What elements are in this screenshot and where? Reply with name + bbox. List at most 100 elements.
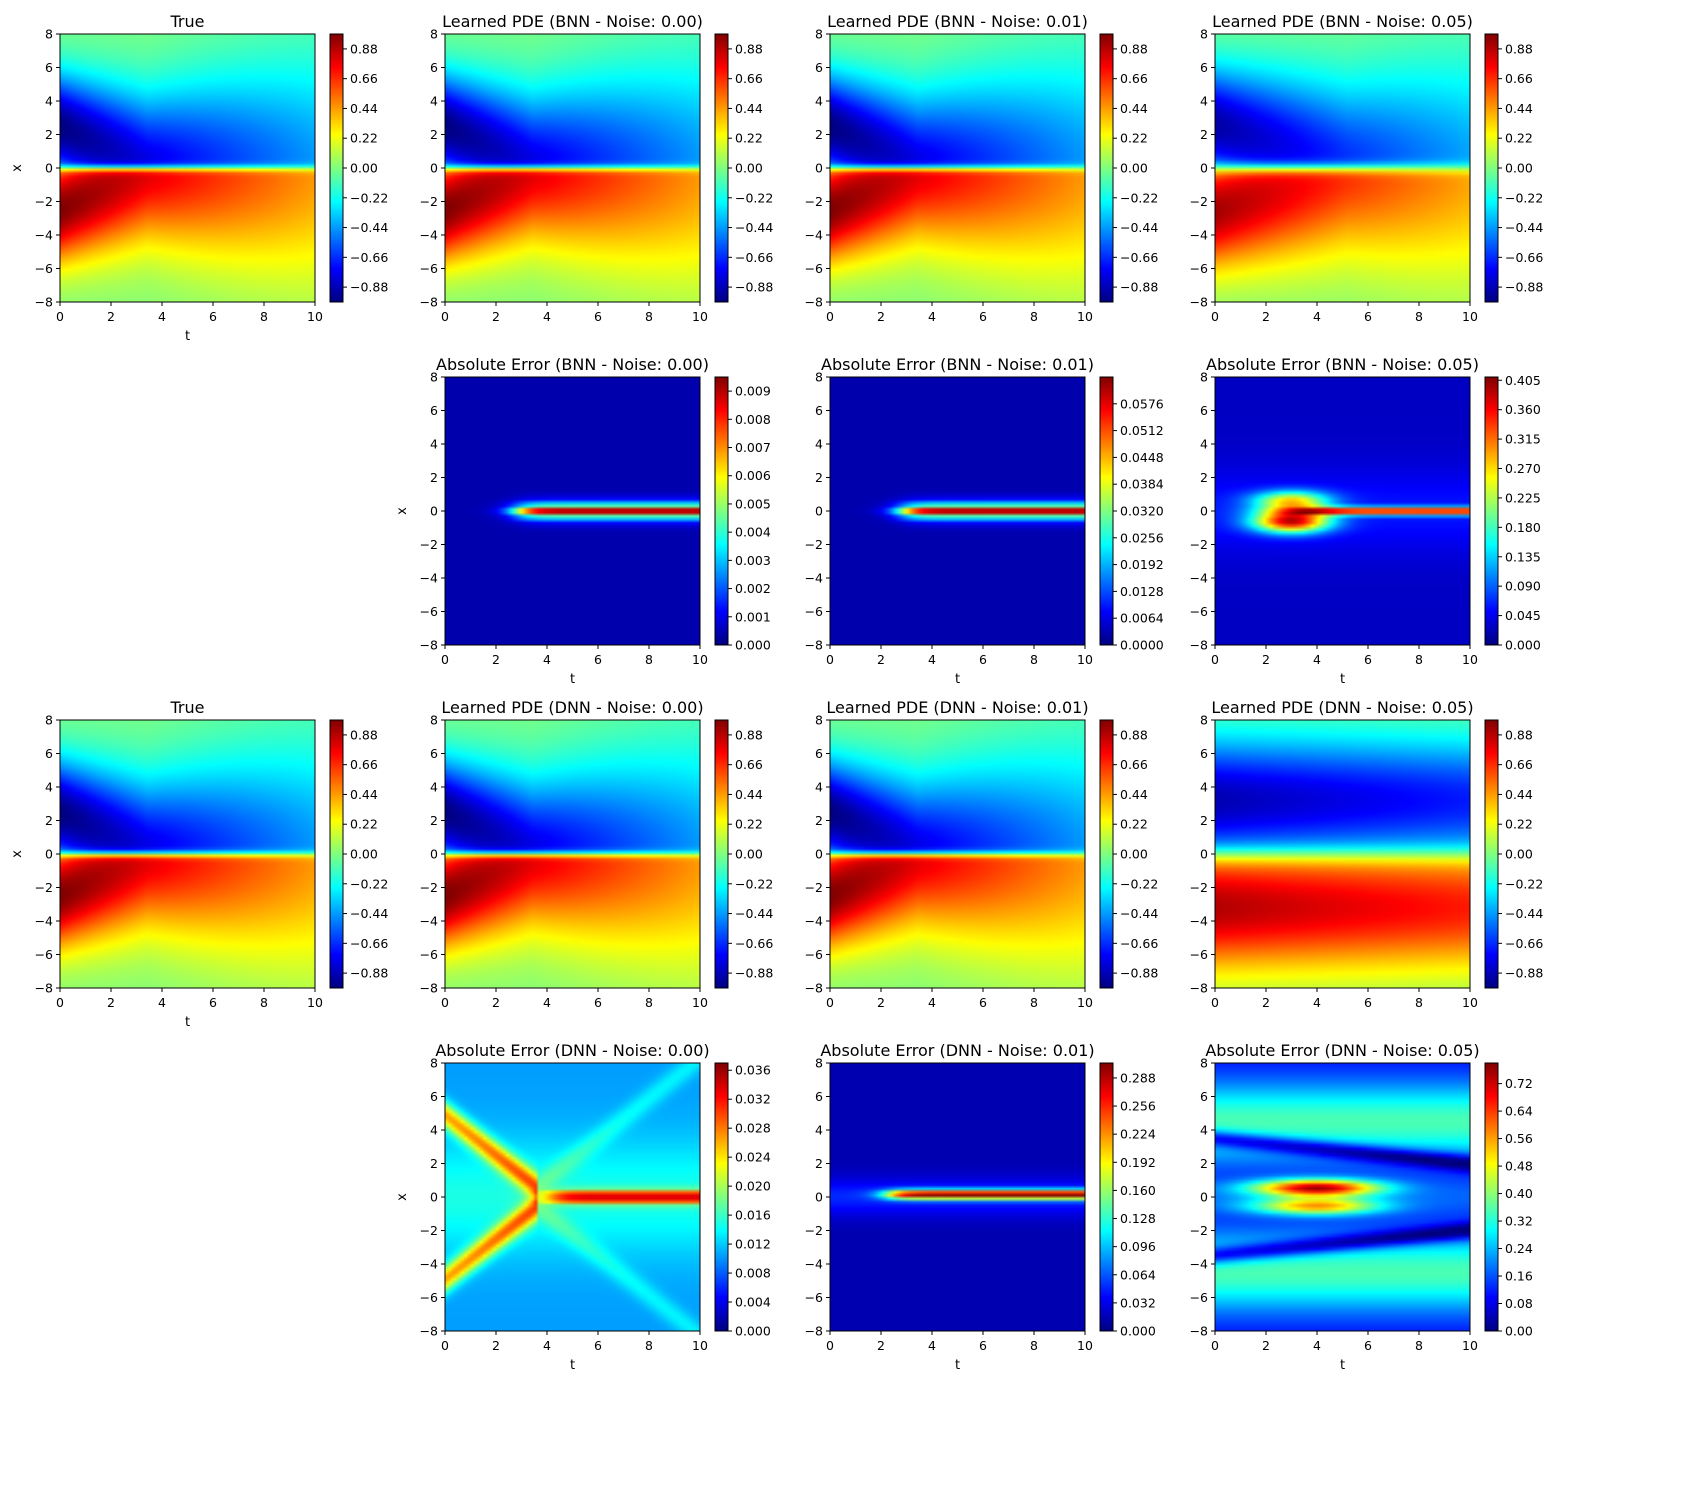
panel-title: Absolute Error (DNN - Noise: 0.01) [820,1041,1094,1060]
y-tick-label: −6 [1190,1290,1208,1305]
y-tick-label: 4 [430,780,438,795]
x-tick-label: 0 [826,1338,834,1353]
y-tick-label: 6 [430,60,438,75]
y-tick-label: 8 [45,713,53,728]
colorbar-tick-label: 0.192 [1120,1155,1156,1170]
y-tick-label: −6 [805,1290,823,1305]
y-tick-label: −2 [805,880,823,895]
x-tick-label: 8 [1415,995,1423,1010]
x-tick-label: 0 [56,995,64,1010]
y-tick-label: 2 [45,813,53,828]
y-tick-label: 0 [815,1190,823,1205]
colorbar-tick-label: 0.00 [735,161,763,176]
y-tick-label: 0 [815,161,823,176]
x-tick-label: 0 [1211,1338,1219,1353]
x-tick-label: 8 [1415,1338,1423,1353]
y-tick-label: 4 [815,780,823,795]
x-tick-label: 10 [692,995,708,1010]
x-tick-label: 4 [543,309,551,324]
colorbar-tick-label: 0.22 [735,817,763,832]
colorbar-tick-label: 0.0064 [1120,611,1164,626]
colorbar-tick-label: −0.22 [1120,876,1158,891]
x-tick-label: 0 [441,995,449,1010]
x-tick-label: 10 [1462,995,1478,1010]
colorbar-tick-label: 0.135 [1505,549,1541,564]
colorbar-tick-label: −0.22 [1505,190,1543,205]
y-tick-label: 6 [815,403,823,418]
y-tick-label: −4 [420,914,438,929]
y-tick-label: 4 [430,1123,438,1138]
x-tick-label: 4 [543,652,551,667]
colorbar-tick-label: 0.016 [735,1208,771,1223]
colorbar-tick-label: 0.225 [1505,490,1541,505]
heatmap-image [445,720,700,988]
x-tick-label: 4 [1313,995,1321,1010]
colorbar-tick-label: 0.288 [1120,1070,1156,1085]
y-tick-label: −4 [805,228,823,243]
x-tick-label: 10 [307,995,323,1010]
colorbar-tick-label: 0.66 [1120,71,1148,86]
colorbar-tick-label: 0.000 [1505,638,1541,653]
x-tick-label: 4 [1313,309,1321,324]
colorbar-tick-label: −0.66 [1120,936,1158,951]
colorbar-tick-label: 0.0000 [1120,638,1164,653]
y-tick-label: 4 [430,437,438,452]
y-tick-label: −4 [1190,571,1208,586]
colorbar-tick-label: 0.88 [1505,727,1533,742]
y-tick-label: 6 [815,60,823,75]
heatmap-panel: Learned PDE (BNN - Noise: 0.00) 0 2 4 6 8 10 8 6… [420,12,774,324]
y-tick-label: 2 [815,813,823,828]
colorbar-tick-label: 0.66 [1505,71,1533,86]
y-tick-label: −8 [420,295,438,310]
y-tick-label: 4 [1200,437,1208,452]
panel-title: Learned PDE (BNN - Noise: 0.01) [827,12,1088,31]
y-tick-label: 2 [45,127,53,142]
x-tick-label: 0 [1211,995,1219,1010]
colorbar-tick-label: −0.66 [1120,250,1158,265]
x-tick-label: 0 [441,652,449,667]
x-tick-label: 10 [692,309,708,324]
x-axis-label: t [570,672,575,687]
colorbar [1484,33,1499,303]
y-tick-label: −4 [35,914,53,929]
colorbar-tick-label: 0.56 [1505,1131,1533,1146]
y-tick-label: −8 [1190,638,1208,653]
y-tick-label: 2 [815,127,823,142]
x-tick-label: 2 [877,309,885,324]
y-tick-label: −4 [1190,1257,1208,1272]
colorbar-tick-label: 0.012 [735,1237,771,1252]
colorbar-tick-label: −0.22 [1120,190,1158,205]
y-tick-label: −8 [420,981,438,996]
x-tick-label: 4 [158,995,166,1010]
colorbar-tick-label: 0.000 [735,1324,771,1339]
y-tick-label: −8 [1190,1324,1208,1339]
x-tick-label: 6 [594,652,602,667]
x-tick-label: 0 [1211,309,1219,324]
y-tick-label: 0 [1200,1190,1208,1205]
colorbar-tick-label: 0.002 [735,581,771,596]
x-tick-label: 2 [107,309,115,324]
panel-title: Learned PDE (DNN - Noise: 0.00) [441,698,703,717]
y-tick-label: 0 [430,161,438,176]
y-tick-label: 0 [1200,161,1208,176]
x-tick-label: 8 [1030,1338,1038,1353]
colorbar [1484,1062,1499,1332]
colorbar-tick-label: 0.001 [735,609,771,624]
y-tick-label: −4 [420,228,438,243]
colorbar-tick-label: 0.096 [1120,1239,1156,1254]
y-tick-label: 2 [815,1156,823,1171]
colorbar-tick-label: −0.88 [735,966,773,981]
y-tick-label: −6 [1190,604,1208,619]
x-tick-label: 4 [928,652,936,667]
colorbar-tick-label: 0.00 [1505,847,1533,862]
colorbar-tick-label: 0.024 [735,1150,771,1165]
y-tick-label: 4 [45,94,53,109]
colorbar-tick-label: −0.44 [350,220,388,235]
y-tick-label: −8 [420,638,438,653]
y-tick-label: −2 [805,537,823,552]
x-tick-label: 2 [1262,652,1270,667]
y-tick-label: −6 [35,947,53,962]
colorbar-tick-label: 0.00 [1505,161,1533,176]
colorbar-tick-label: 0.0448 [1120,450,1164,465]
y-tick-label: 6 [1200,403,1208,418]
